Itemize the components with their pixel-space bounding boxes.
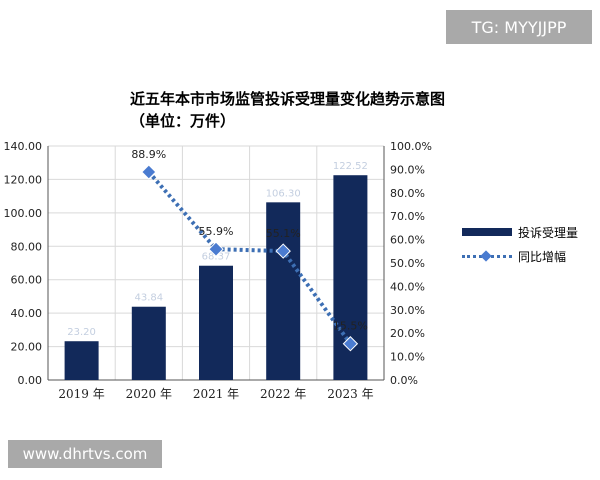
bar-data-label: 68.37 bbox=[202, 252, 231, 263]
growth-point bbox=[141, 164, 157, 180]
bar bbox=[266, 202, 301, 380]
chart-legend: 投诉受理量 同比增幅 bbox=[462, 222, 578, 270]
y-right-tick-label: 30.0% bbox=[390, 304, 425, 317]
bar bbox=[64, 341, 99, 380]
growth-data-label: 55.9% bbox=[199, 225, 234, 238]
y-right-tick-label: 100.0% bbox=[390, 140, 432, 153]
y-left-tick-label: 120.00 bbox=[4, 173, 43, 186]
legend-line-swatch bbox=[462, 252, 512, 260]
y-right-tick-label: 50.0% bbox=[390, 257, 425, 270]
y-right-tick-label: 90.0% bbox=[390, 163, 425, 176]
chart-title: 近五年本市市场监管投诉受理量变化趋势示意图 bbox=[130, 90, 446, 108]
y-right-tick-label: 20.0% bbox=[390, 327, 425, 340]
y-right-tick-label: 80.0% bbox=[390, 187, 425, 200]
growth-data-label: 55.1% bbox=[266, 227, 301, 240]
y-right-tick-label: 10.0% bbox=[390, 351, 425, 364]
y-right-tick-label: 40.0% bbox=[390, 280, 425, 293]
y-left-tick-label: 60.00 bbox=[11, 274, 43, 287]
y-right-tick-label: 70.0% bbox=[390, 210, 425, 223]
x-tick-label: 2022 年 bbox=[260, 387, 306, 401]
bar-data-label: 122.52 bbox=[333, 161, 368, 172]
bar-data-label: 23.20 bbox=[67, 327, 96, 338]
legend-entry-bar: 投诉受理量 bbox=[462, 222, 578, 242]
x-tick-label: 2020 年 bbox=[126, 387, 172, 401]
legend-bar-label: 投诉受理量 bbox=[518, 225, 579, 240]
y-right-tick-label: 60.0% bbox=[390, 234, 425, 247]
legend-line-label: 同比增幅 bbox=[518, 249, 567, 264]
growth-point bbox=[275, 243, 291, 259]
y-left-tick-label: 80.00 bbox=[11, 240, 43, 253]
x-tick-label: 2019 年 bbox=[58, 387, 104, 401]
bar bbox=[199, 265, 233, 380]
y-left-tick-label: 0.00 bbox=[18, 374, 43, 387]
y-left-tick-label: 40.00 bbox=[11, 307, 43, 320]
y-left-tick-label: 100.00 bbox=[4, 207, 43, 220]
growth-point bbox=[208, 241, 224, 257]
y-right-tick-label: 0.0% bbox=[390, 374, 418, 387]
bar-data-label: 106.30 bbox=[266, 188, 301, 199]
x-tick-label: 2023 年 bbox=[327, 387, 373, 401]
growth-data-label: 15.5% bbox=[333, 320, 368, 333]
bar bbox=[131, 306, 166, 380]
legend-entry-line: 同比增幅 bbox=[462, 246, 578, 266]
growth-data-label: 88.9% bbox=[131, 148, 166, 161]
bar-data-label: 43.84 bbox=[134, 293, 163, 304]
chart-subtitle: （单位：万件） bbox=[130, 112, 236, 130]
watermark-text: www.dhrtvs.com bbox=[22, 445, 148, 463]
y-left-tick-label: 140.00 bbox=[4, 140, 43, 153]
site-watermark: www.dhrtvs.com bbox=[8, 440, 162, 468]
telegram-tag-badge: TG: MYYJJPP bbox=[446, 10, 592, 44]
badge-text: TG: MYYJJPP bbox=[471, 17, 567, 37]
x-tick-label: 2021 年 bbox=[193, 387, 239, 401]
growth-point bbox=[342, 336, 359, 352]
y-left-tick-label: 20.00 bbox=[11, 341, 43, 354]
legend-bar-swatch bbox=[462, 228, 512, 236]
